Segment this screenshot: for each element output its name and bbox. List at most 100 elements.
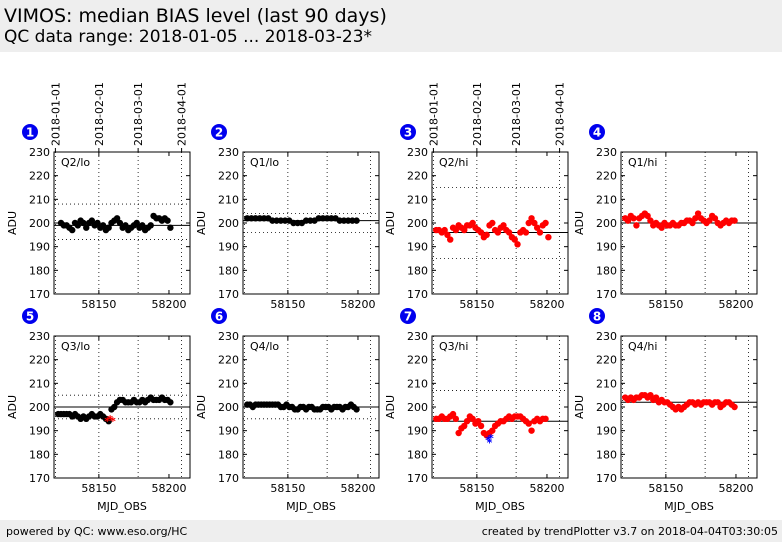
data-point	[99, 222, 107, 229]
y-tick-label: 180	[596, 448, 617, 461]
data-point	[644, 212, 651, 220]
data-point	[475, 418, 482, 425]
data-point	[489, 427, 496, 434]
y-tick-label: 200	[218, 217, 239, 230]
data-point	[477, 422, 485, 430]
y-axis-label: ADU	[573, 395, 586, 419]
y-axis-label: ADU	[195, 395, 208, 419]
y-axis-label: ADU	[384, 211, 397, 235]
y-tick-label: 220	[218, 354, 239, 367]
data-point	[105, 418, 112, 425]
data-point	[74, 222, 82, 229]
data-point	[545, 234, 552, 241]
panel-number: 6	[215, 310, 223, 324]
y-tick-label: 170	[407, 288, 428, 301]
data-point	[463, 418, 471, 425]
y-tick-label: 190	[596, 241, 617, 254]
data-point	[469, 415, 476, 423]
y-tick-label: 190	[218, 425, 239, 438]
flagged-point: *	[107, 413, 113, 426]
y-axis-label: ADU	[573, 211, 586, 235]
panel-badge	[589, 308, 605, 324]
data-point	[694, 210, 702, 217]
data-point	[461, 422, 468, 430]
y-tick-label: 190	[218, 241, 239, 254]
date-tick-label: 2018-02-01	[471, 82, 484, 146]
data-point	[624, 217, 632, 224]
data-point	[447, 236, 454, 243]
panel-label: Q2/hi	[439, 156, 468, 169]
y-tick-label: 230	[29, 146, 50, 159]
data-point	[633, 222, 640, 229]
data-point	[528, 215, 535, 222]
y-axis-label: ADU	[384, 395, 397, 419]
data-point	[147, 222, 154, 229]
y-tick-label: 230	[29, 330, 50, 343]
y-tick-label: 190	[29, 425, 50, 438]
data-point	[452, 226, 460, 234]
y-tick-label: 180	[407, 264, 428, 277]
footer-credit: powered by QC: www.eso.org/HC	[6, 525, 188, 538]
date-tick-label: 2018-04-01	[176, 82, 189, 146]
y-tick-label: 200	[596, 401, 617, 414]
x-tick-label: 58200	[340, 298, 375, 311]
flagged-point: *	[110, 415, 116, 428]
data-point	[531, 219, 538, 227]
panel-badge	[589, 124, 605, 140]
y-tick-label: 220	[596, 354, 617, 367]
panel-number: 7	[404, 310, 412, 324]
data-point	[167, 224, 174, 231]
y-tick-label: 230	[596, 146, 617, 159]
y-tick-label: 170	[596, 288, 617, 301]
data-point	[455, 429, 462, 437]
data-point	[353, 406, 360, 413]
date-tick-label: 2018-03-01	[510, 82, 523, 146]
y-tick-label: 200	[596, 217, 617, 230]
data-point	[647, 217, 654, 224]
data-point	[689, 219, 696, 227]
y-axis-label: ADU	[195, 211, 208, 235]
data-point	[711, 215, 719, 222]
data-point	[536, 229, 544, 236]
data-point	[164, 217, 171, 224]
data-point	[105, 224, 112, 231]
data-point	[111, 403, 118, 411]
data-point	[525, 219, 532, 227]
data-point	[483, 231, 490, 239]
date-tick-label: 2018-01-01	[427, 82, 440, 146]
data-point	[731, 403, 738, 411]
data-point	[461, 226, 468, 234]
y-axis-label: ADU	[6, 395, 19, 419]
data-point	[630, 215, 637, 222]
panel-badge	[211, 308, 227, 324]
panel-badge	[400, 124, 416, 140]
x-tick-label: 58150	[459, 298, 494, 311]
y-tick-label: 230	[407, 146, 428, 159]
data-point	[511, 236, 518, 243]
x-axis-label: MJD_OBS	[97, 500, 147, 513]
y-tick-label: 180	[407, 448, 428, 461]
date-tick-label: 2018-01-01	[49, 82, 62, 146]
y-tick-label: 200	[218, 401, 239, 414]
panel-number: 8	[593, 310, 601, 324]
panel-label: Q2/lo	[61, 156, 90, 169]
data-point	[113, 215, 121, 222]
x-tick-label: 58200	[529, 482, 564, 495]
y-tick-label: 180	[218, 264, 239, 277]
y-tick-label: 190	[407, 241, 428, 254]
x-tick-label: 58150	[459, 482, 494, 495]
flagged-point: *	[488, 432, 494, 445]
x-tick-label: 58200	[340, 482, 375, 495]
y-tick-label: 210	[218, 193, 239, 206]
data-point	[500, 222, 507, 229]
data-point	[139, 222, 146, 229]
data-point	[353, 217, 360, 224]
data-point	[658, 224, 665, 231]
y-tick-label: 170	[218, 472, 239, 485]
y-tick-label: 170	[407, 472, 428, 485]
y-tick-label: 230	[218, 330, 239, 343]
y-tick-label: 170	[596, 472, 617, 485]
x-tick-label: 58150	[648, 298, 683, 311]
y-tick-label: 170	[29, 288, 50, 301]
data-point	[452, 415, 460, 423]
